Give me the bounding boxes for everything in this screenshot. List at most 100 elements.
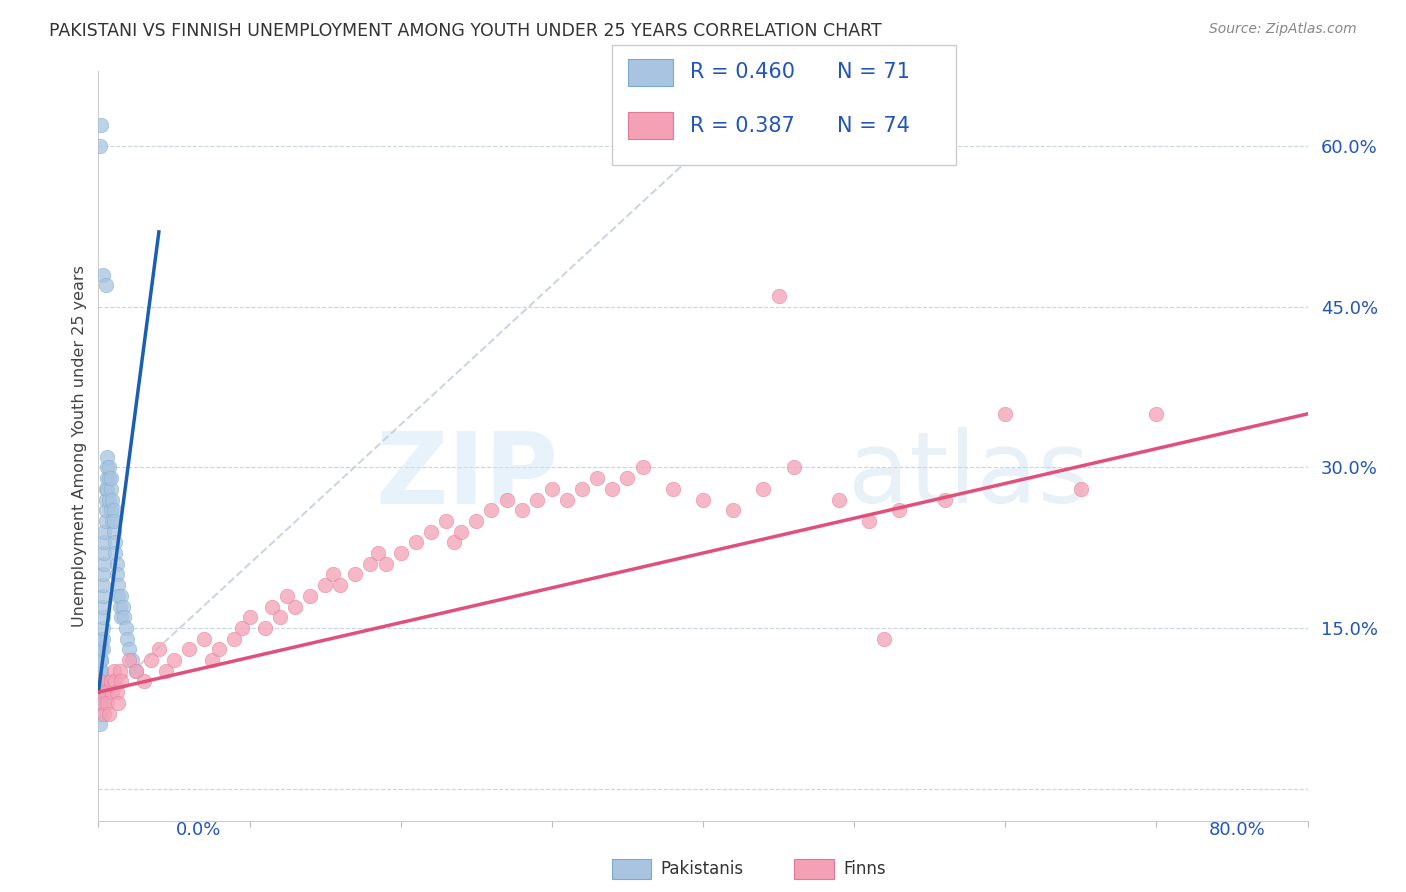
Point	[322, 567, 344, 582]
Point	[389, 546, 412, 560]
Point	[94, 482, 117, 496]
Point	[115, 632, 138, 646]
Point	[98, 471, 121, 485]
Point	[367, 546, 389, 560]
Point	[108, 599, 131, 614]
Point	[994, 407, 1017, 421]
Point	[132, 674, 155, 689]
Point	[110, 610, 132, 624]
Point	[98, 460, 121, 475]
Point	[91, 696, 114, 710]
Point	[858, 514, 880, 528]
Point	[91, 632, 114, 646]
Point	[96, 471, 118, 485]
Text: Source: ZipAtlas.com: Source: ZipAtlas.com	[1209, 22, 1357, 37]
Point	[262, 599, 284, 614]
Point	[299, 589, 322, 603]
Point	[91, 599, 114, 614]
Point	[93, 535, 115, 549]
Point	[94, 685, 117, 699]
Point	[253, 621, 276, 635]
Point	[443, 535, 465, 549]
Point	[752, 482, 775, 496]
Text: 0.0%: 0.0%	[176, 821, 221, 838]
Point	[110, 589, 132, 603]
Point	[93, 546, 115, 560]
Point	[121, 653, 143, 667]
Point	[94, 278, 117, 293]
Point	[201, 653, 224, 667]
Point	[89, 674, 111, 689]
Point	[118, 653, 141, 667]
Point	[329, 578, 352, 592]
Point	[100, 482, 122, 496]
Point	[94, 503, 117, 517]
Point	[94, 514, 117, 528]
Point	[125, 664, 148, 678]
Text: atlas: atlas	[848, 427, 1090, 524]
Y-axis label: Unemployment Among Youth under 25 years: Unemployment Among Youth under 25 years	[72, 265, 87, 627]
Point	[91, 610, 114, 624]
Point	[141, 653, 163, 667]
Point	[90, 632, 112, 646]
Point	[89, 717, 111, 731]
Point	[374, 557, 396, 571]
Point	[661, 482, 683, 496]
Text: N = 71: N = 71	[837, 62, 910, 82]
Point	[91, 578, 114, 592]
Point	[90, 653, 112, 667]
Point	[105, 567, 128, 582]
Point	[434, 514, 457, 528]
Point	[692, 492, 714, 507]
Point	[91, 589, 114, 603]
Point	[91, 567, 114, 582]
Point	[100, 471, 122, 485]
Point	[783, 460, 806, 475]
Point	[465, 514, 488, 528]
Text: Pakistanis: Pakistanis	[661, 860, 744, 878]
Point	[91, 268, 114, 282]
Point	[481, 503, 503, 517]
Point	[571, 482, 593, 496]
Point	[89, 653, 111, 667]
Point	[89, 685, 111, 699]
Point	[873, 632, 896, 646]
Point	[314, 578, 336, 592]
Point	[110, 674, 132, 689]
Point	[101, 492, 124, 507]
Point	[269, 610, 291, 624]
Point	[89, 642, 111, 657]
Text: Finns: Finns	[844, 860, 886, 878]
Point	[155, 664, 177, 678]
Text: R = 0.460: R = 0.460	[690, 62, 796, 82]
Point	[104, 535, 127, 549]
Point	[208, 642, 231, 657]
Point	[193, 632, 215, 646]
Point	[889, 503, 911, 517]
Point	[101, 514, 124, 528]
Point	[616, 471, 638, 485]
Point	[89, 139, 111, 153]
Point	[284, 599, 307, 614]
Point	[495, 492, 517, 507]
Point	[540, 482, 562, 496]
Point	[94, 492, 117, 507]
Point	[90, 642, 112, 657]
Point	[96, 482, 118, 496]
Point	[111, 599, 134, 614]
Point	[107, 589, 129, 603]
Point	[96, 460, 118, 475]
Point	[586, 471, 609, 485]
Point	[103, 503, 125, 517]
Point	[90, 674, 112, 689]
Point	[89, 696, 111, 710]
Point	[405, 535, 427, 549]
Point	[360, 557, 382, 571]
Point	[89, 674, 111, 689]
Point	[231, 621, 253, 635]
Point	[602, 482, 624, 496]
Point	[89, 706, 111, 721]
Point	[104, 674, 127, 689]
Point	[108, 664, 131, 678]
Point	[96, 696, 118, 710]
